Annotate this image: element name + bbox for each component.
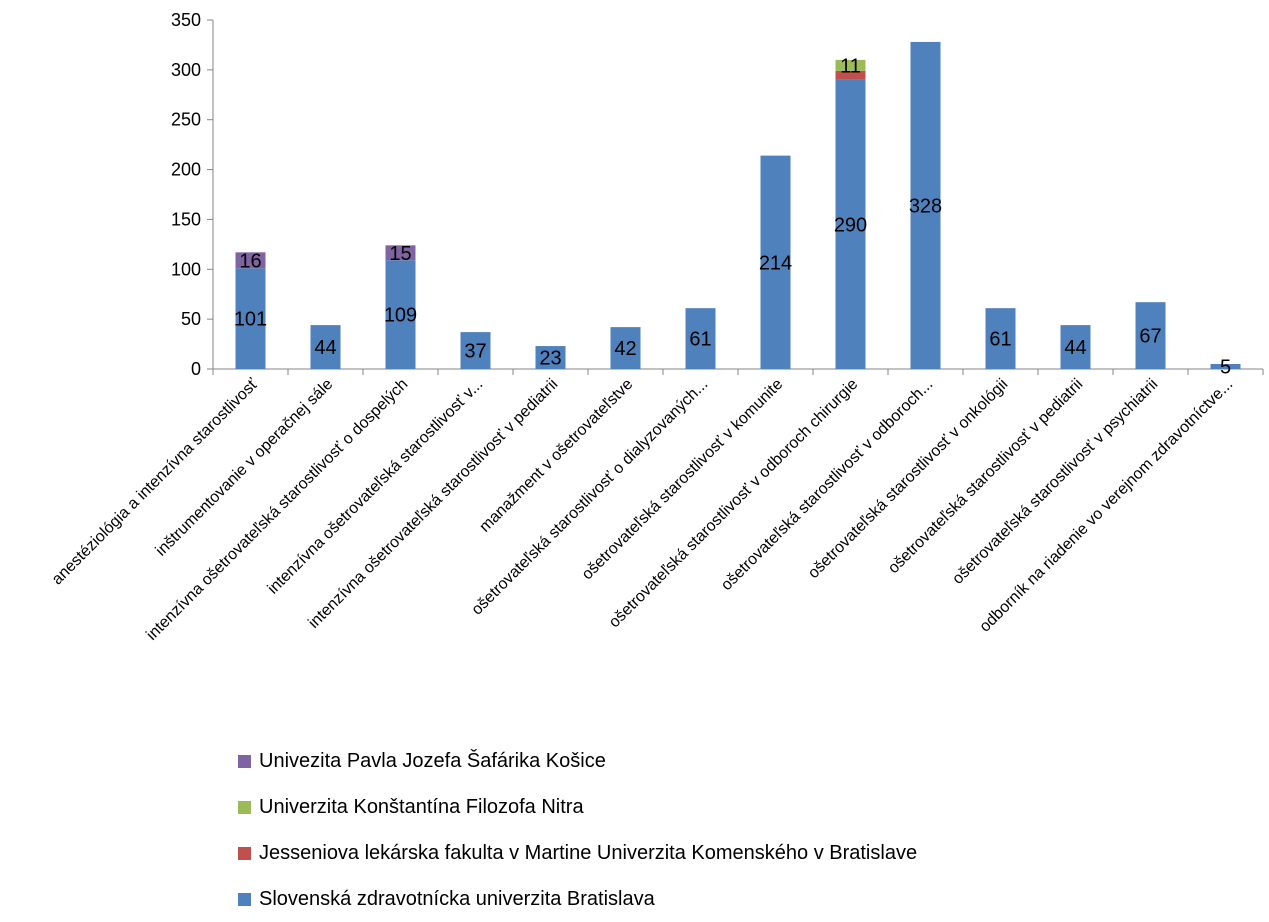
legend: Univezita Pavla Jozefa Šafárika Košice Un… [238, 738, 917, 922]
y-tick-label: 150 [171, 209, 201, 229]
data-label: 16 [239, 250, 261, 272]
legend-item: Univezita Pavla Jozefa Šafárika Košice [238, 738, 917, 784]
bar-segment [460, 332, 491, 369]
bar-segment [835, 79, 866, 369]
bar-segment [835, 59, 866, 71]
data-label: 42 [614, 338, 636, 360]
data-label: 11 [840, 55, 861, 77]
data-label: 101 [234, 309, 267, 331]
bar-segment [1060, 325, 1091, 369]
x-axis [212, 368, 1264, 375]
data-label: 61 [989, 329, 1011, 351]
y-tick-label: 0 [191, 359, 201, 379]
y-tick-label: 50 [181, 309, 201, 329]
bar-segment [985, 308, 1016, 369]
bar-segment [760, 155, 791, 369]
legend-label: Slovenská zdravotnícka univerzita Bratis… [259, 888, 655, 910]
legend-label: Jesseniova lekárska fakulta v Martine Un… [259, 842, 918, 864]
bar-segment [385, 245, 416, 261]
data-label: 109 [384, 305, 417, 327]
legend-swatch [238, 846, 251, 860]
y-tick-label: 100 [171, 259, 201, 279]
data-label: 5 [1220, 357, 1231, 379]
data-label: 290 [834, 214, 867, 236]
bar-segment [835, 70, 866, 80]
data-label: 61 [689, 329, 711, 351]
legend-swatch [238, 892, 251, 906]
data-labels: 101 44 109 37 23 42 61 214 290 328 61 44 67 5 11 16 15 [234, 55, 1231, 378]
data-label: 328 [909, 195, 942, 217]
legend-item: Univerzita Konštantína Filozofa Nitra [238, 784, 917, 830]
category-label: manažment v ošetrovateľstve [476, 376, 636, 536]
legend-label: Univezita Pavla Jozefa Šafárika Košice [259, 750, 606, 772]
bar-segment [685, 308, 716, 369]
bar-segment [385, 260, 416, 369]
bar-segment [235, 252, 266, 269]
bar-segment [910, 41, 941, 370]
data-label: 23 [539, 348, 561, 370]
data-label: 67 [1139, 326, 1161, 348]
data-label: 44 [314, 337, 336, 359]
y-axis: 0 50 100 150 200 250 300 350 [171, 10, 214, 379]
y-tick-label: 250 [171, 110, 201, 130]
category-label: intenzívna ošetrovateľská starostlivosť … [143, 376, 411, 644]
bars [235, 41, 1241, 370]
bar-segment [535, 346, 566, 369]
y-tick-label: 300 [171, 60, 201, 80]
data-label: 44 [1064, 337, 1086, 359]
bar-segment [235, 268, 266, 369]
legend-label: Univerzita Konštantína Filozofa Nitra [259, 796, 584, 818]
bar-segment [310, 325, 341, 369]
bar-segment [1210, 364, 1241, 369]
category-label: ošetrovateľská starostlivosť v odboroch … [606, 376, 861, 631]
legend-swatch [238, 754, 251, 768]
legend-item: Jesseniova lekárska fakulta v Martine Un… [238, 830, 917, 876]
category-label: intenzívna ošetrovateľská starostlivosť … [305, 376, 561, 632]
legend-swatch [238, 800, 251, 814]
data-label: 15 [389, 243, 411, 265]
data-label: 37 [464, 341, 486, 363]
data-label: 214 [759, 252, 792, 274]
bar-segment [610, 327, 641, 369]
category-label: odborník na riadenie vo verejnom zdravot… [977, 376, 1237, 636]
category-labels: anestéziológia a intenzívna starostlivos… [49, 375, 1236, 644]
y-tick-label: 200 [171, 160, 201, 180]
y-tick-label: 350 [171, 10, 201, 30]
bar-segment [1135, 302, 1166, 369]
stacked-bar-chart: 0 50 100 150 200 250 300 350 101 44 109 37 23 42 61 21… [49, 10, 1264, 644]
legend-item: Slovenská zdravotnícka univerzita Bratis… [238, 876, 917, 922]
